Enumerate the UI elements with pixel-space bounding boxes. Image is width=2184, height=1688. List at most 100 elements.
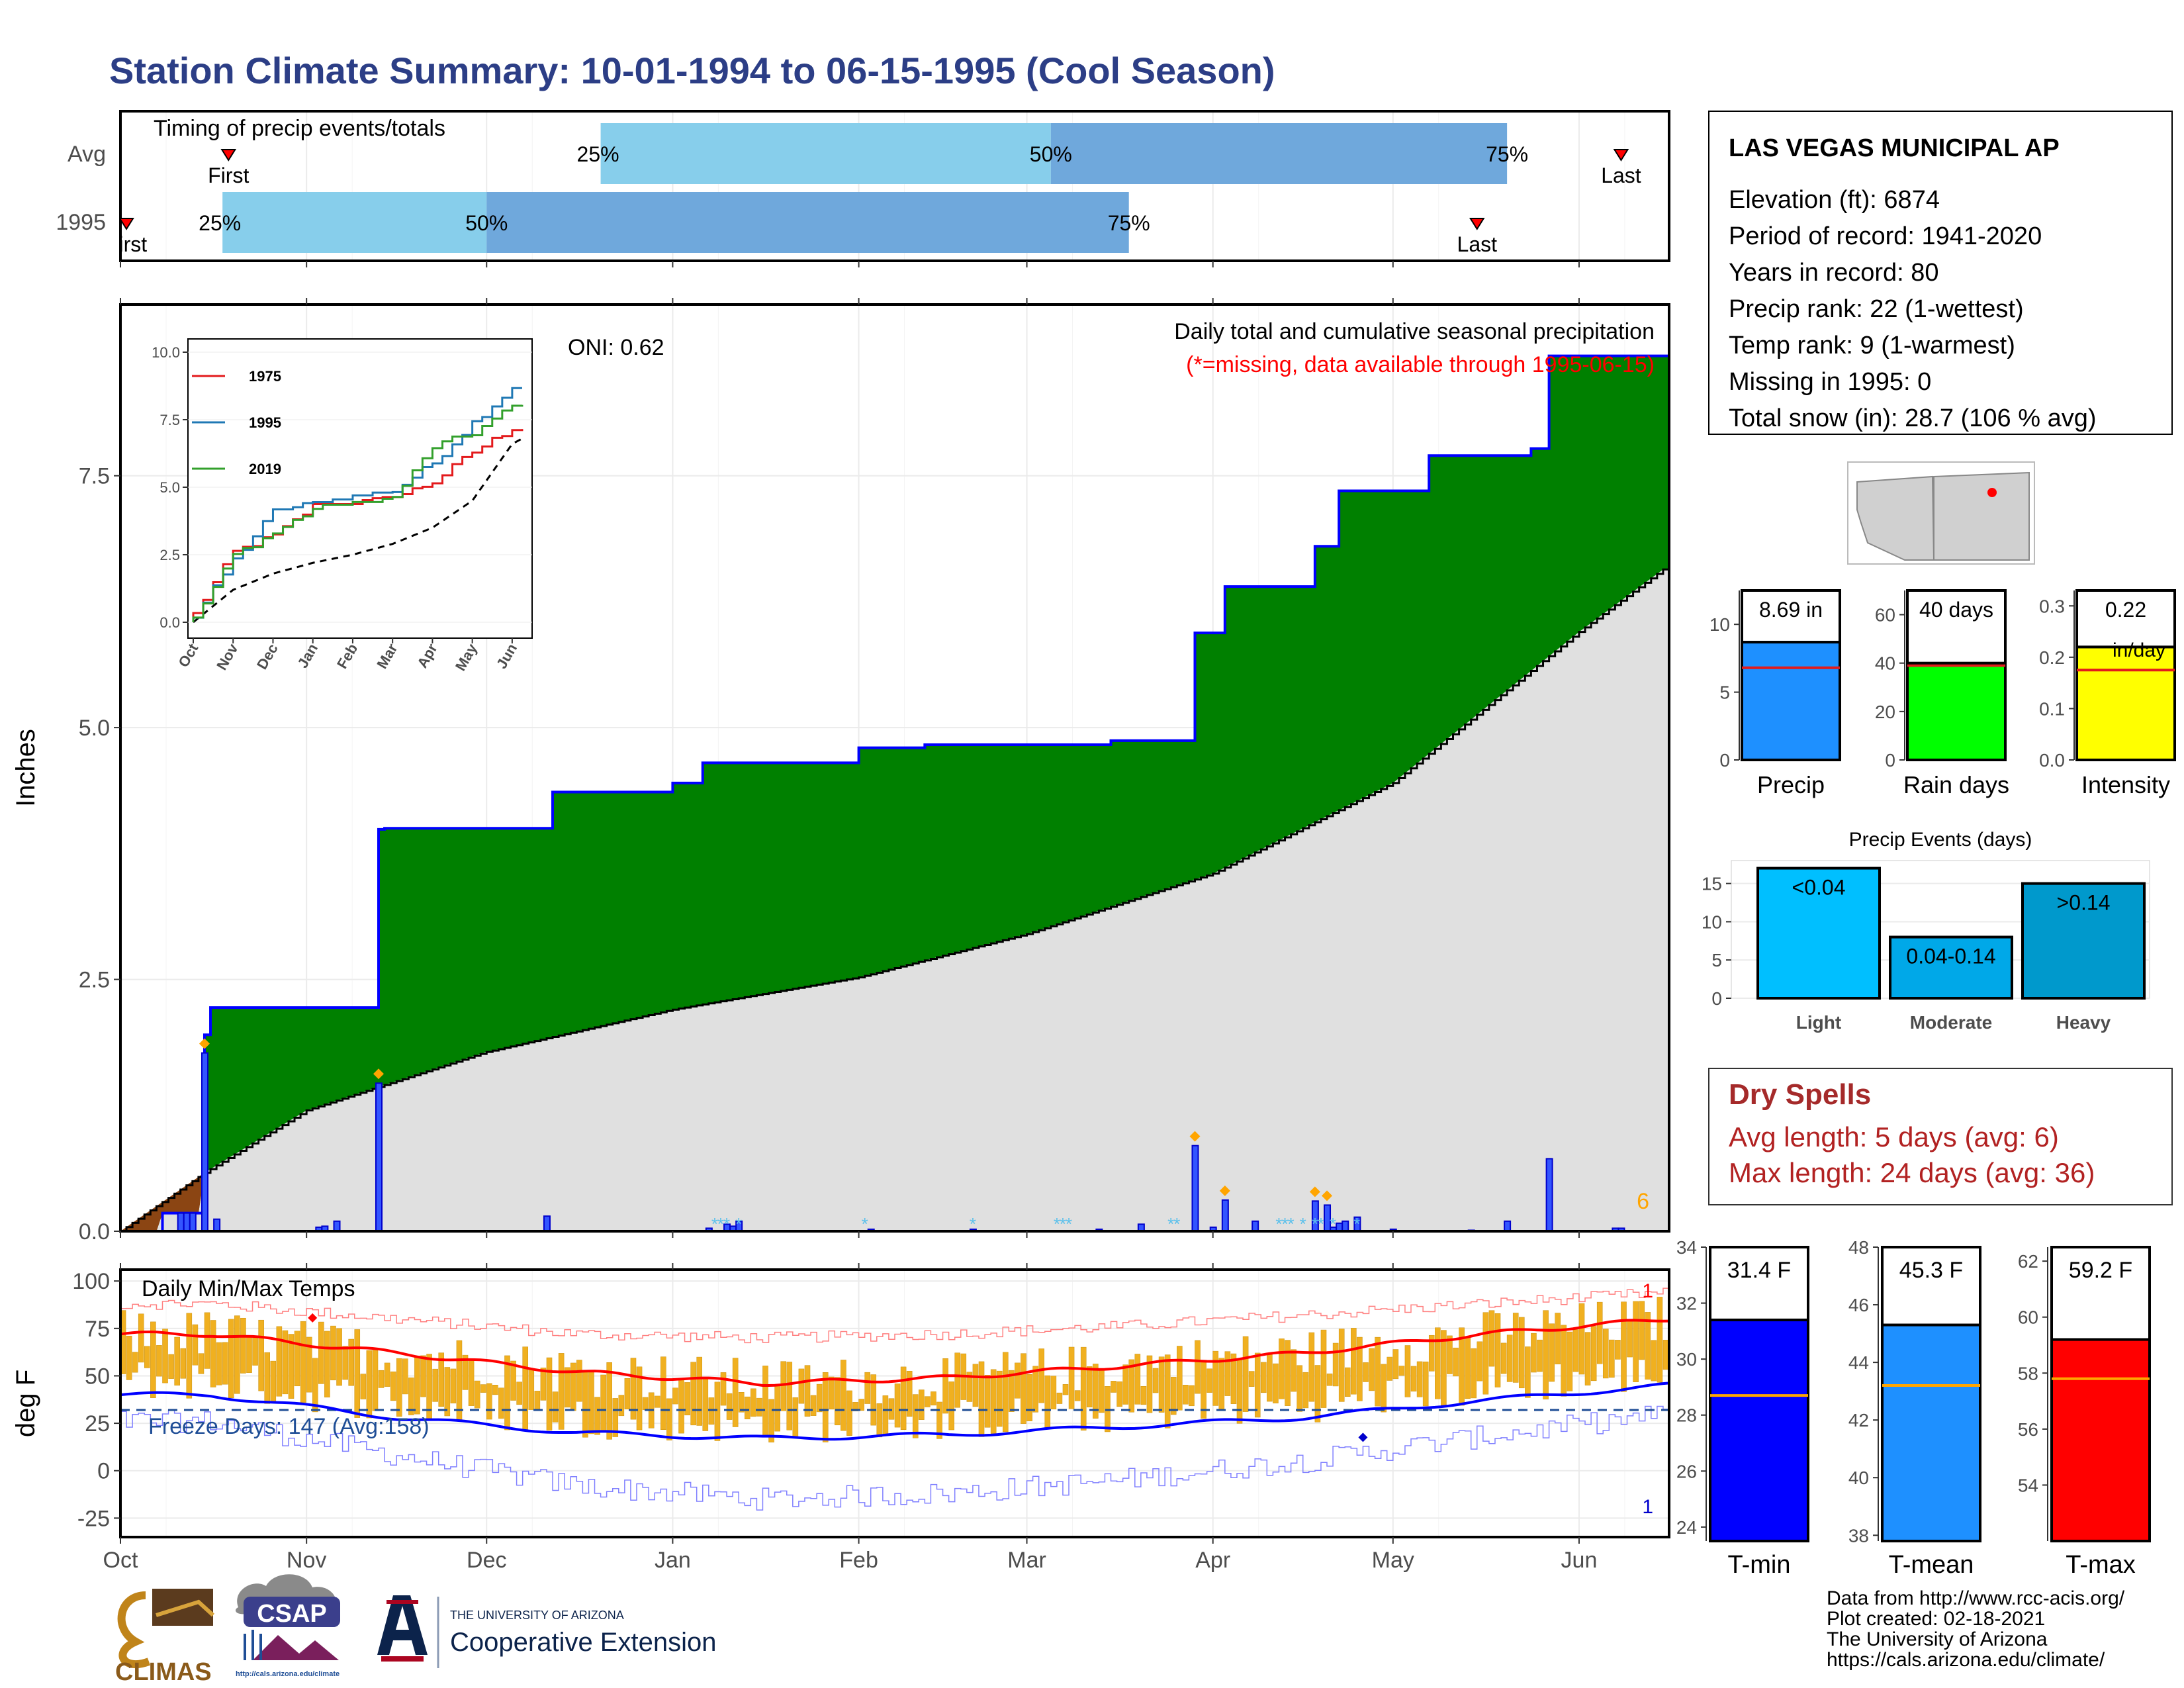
snow-marker <box>1189 1131 1201 1142</box>
record-low-count: 1 <box>1642 1496 1653 1518</box>
daily-temp-range-bar <box>1183 1384 1189 1405</box>
daily-temp-range-bar <box>786 1362 793 1430</box>
timing-bar-25-50 <box>600 123 1051 184</box>
cumulative-precip-1995-line <box>120 354 1669 1231</box>
daily-precip-bar <box>1342 1220 1349 1231</box>
main-ytick-label: 7.5 <box>79 464 110 489</box>
main-ylabel: Inches <box>11 729 40 807</box>
daily-temp-range-bar <box>228 1319 234 1399</box>
daily-temp-range-bar <box>1086 1366 1093 1408</box>
temp-bar-value-label: 31.4 F <box>1727 1258 1791 1283</box>
inset-ytick-label: 0.0 <box>159 614 180 631</box>
ua-name: THE UNIVERSITY OF ARIZONA <box>450 1609 624 1622</box>
daily-temp-range-bar <box>768 1399 774 1442</box>
daily-temp-range-bar <box>192 1324 199 1366</box>
daily-temp-range-bar <box>312 1358 318 1413</box>
daily-temp-range-bar <box>1158 1356 1165 1413</box>
corner-count: 6 <box>1637 1189 1649 1214</box>
events-tick-label: 0 <box>1711 988 1722 1009</box>
daily-temp-range-bar <box>1416 1361 1423 1397</box>
daily-precip-bar <box>1353 1216 1361 1231</box>
daily-temp-range-bar <box>1428 1335 1435 1372</box>
daily-temp-range-bar <box>756 1397 762 1417</box>
dry-spells-box: Dry Spells Avg length: 5 days (avg: 6) M… <box>1708 1068 2173 1205</box>
map-new-mexico <box>1933 471 2030 561</box>
daily-temp-range-bar <box>198 1353 205 1374</box>
daily-temp-range-bar <box>498 1387 504 1419</box>
snow-marker <box>1219 1185 1230 1196</box>
daily-temp-range-bar <box>1615 1340 1621 1360</box>
daily-temp-range-bar <box>780 1361 786 1411</box>
daily-temp-range-bar <box>1453 1347 1459 1377</box>
daily-temp-range-bar <box>1639 1301 1645 1360</box>
daily-temp-range-bar <box>1068 1346 1075 1409</box>
daily-temp-range-bar <box>1062 1384 1069 1395</box>
mini-bar-value-label: 0.22 <box>2105 598 2146 622</box>
daily-temp-range-bar <box>1375 1336 1381 1407</box>
daily-temp-range-bar <box>408 1378 414 1415</box>
month-label: May <box>1372 1548 1414 1573</box>
daily-temp-range-bar <box>1254 1352 1261 1418</box>
daily-temp-range-bar <box>654 1395 660 1408</box>
events-bar-label: >0.14 <box>2057 891 2111 915</box>
daily-temp-range-bar <box>258 1319 264 1391</box>
daily-temp-range-bar <box>1242 1336 1249 1412</box>
daily-temp-range-bar <box>1326 1374 1333 1386</box>
temp-ytick-label: 25 <box>85 1411 110 1436</box>
daily-temp-range-bar <box>684 1382 690 1415</box>
timing-row-label-1995: 1995 <box>56 210 106 235</box>
daily-temp-range-bar <box>294 1331 300 1387</box>
station-info-line: Period of record: 1941-2020 <box>1729 222 2042 250</box>
daily-temp-range-bar <box>222 1342 228 1385</box>
snow-flake-marker: * <box>1167 1214 1174 1234</box>
daily-precip-bar <box>201 1052 208 1231</box>
daily-precip-bar <box>333 1220 341 1231</box>
daily-temp-range-bar <box>1482 1312 1489 1395</box>
inset-ytick-label: 5.0 <box>159 479 180 496</box>
daily-temp-range-bar <box>1596 1301 1603 1364</box>
temp-bar-tick-label: 60 <box>2018 1307 2038 1328</box>
daily-temp-range-bar <box>216 1342 222 1385</box>
mini-bar-tick-label: 5 <box>1719 682 1730 703</box>
daily-temp-range-bar <box>186 1313 193 1399</box>
daily-temp-range-bar <box>468 1358 475 1406</box>
snow-flake-marker: * <box>723 1214 730 1234</box>
daily-temp-range-bar <box>528 1368 535 1410</box>
daily-temp-range-bar <box>1332 1342 1339 1387</box>
daily-temp-range-bar <box>1080 1346 1087 1430</box>
snow-flake-marker: * <box>735 1214 742 1234</box>
daily-temp-range-bar <box>762 1366 768 1436</box>
season-total-bars: 0 5 10 8.69 in Precip 0 20 40 60 40 days Rain days… <box>1709 589 2176 798</box>
main-plot-subtitle: (*=missing, data available through 1995-… <box>1186 352 1655 377</box>
daily-temp-range-bar <box>1543 1310 1549 1400</box>
last-event-label: Last <box>1457 232 1498 256</box>
daily-temp-range-bar <box>852 1402 858 1411</box>
precip-timing-panel: Timing of precip events/totals Avg 25% 50… <box>0 110 1670 262</box>
snow-flake-marker: * <box>1288 1214 1295 1234</box>
daily-temp-range-bar <box>1146 1355 1153 1413</box>
inset-xtick-label: May <box>452 640 480 673</box>
daily-temp-range-bar <box>1537 1339 1543 1372</box>
timing-bar-50-75 <box>1050 123 1508 184</box>
daily-temp-range-bar <box>150 1321 156 1398</box>
daily-temp-range-bar <box>1122 1364 1128 1405</box>
daily-temp-range-bar <box>1500 1342 1507 1374</box>
daily-temp-range-bar <box>1519 1317 1525 1389</box>
daily-temp-range-bar <box>1621 1301 1627 1392</box>
daily-temp-range-bar <box>690 1362 696 1426</box>
station-info-line: Years in record: 80 <box>1729 259 1939 287</box>
daily-temp-range-bar <box>1351 1328 1357 1395</box>
temp-ytick-label: 50 <box>85 1364 110 1389</box>
daily-temp-range-bar <box>1224 1351 1231 1396</box>
daily-temp-range-bar <box>390 1371 396 1401</box>
daily-temp-range-bar <box>462 1354 469 1390</box>
daily-temp-range-bar <box>426 1354 432 1419</box>
inset-xtick-label: Apr <box>414 641 441 671</box>
freeze-days-label: Freeze Days: 147 (Avg:158) <box>148 1414 430 1439</box>
mini-bar-label-box <box>1906 589 2007 665</box>
month-label: Feb <box>839 1548 878 1573</box>
timing-label-50: 50% <box>1030 142 1072 166</box>
daily-temp-range-bar <box>1314 1365 1321 1423</box>
mini-bar-tick-label: 10 <box>1709 614 1730 635</box>
daily-precip-bar <box>1221 1199 1229 1231</box>
